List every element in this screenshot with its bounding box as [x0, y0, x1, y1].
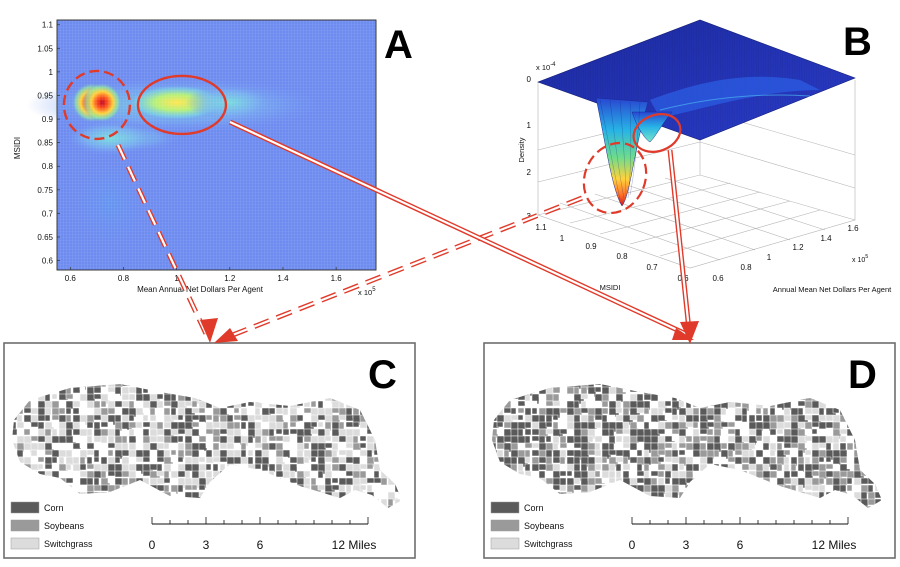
- heatmap-x-tick-label: 0.8: [118, 274, 130, 283]
- panel-letter-b: B: [843, 20, 872, 64]
- heatmap-y-tick-label: 0.8: [42, 162, 54, 171]
- panel-letter-a: A: [384, 23, 413, 67]
- heatmap-y-tick-label: 1: [49, 68, 54, 77]
- panel-letter-c: C: [368, 353, 397, 397]
- scale-label: 6: [737, 538, 744, 552]
- heatmap-x-tick-label: 1.4: [277, 274, 289, 283]
- legend-swatch: [10, 501, 40, 514]
- scale-label: 6: [257, 538, 264, 552]
- surface-z-tick-label: 0: [527, 75, 532, 84]
- heatmap-mesh: [57, 20, 376, 270]
- heatmap-y-tick-label: 1.1: [42, 21, 54, 30]
- scale-label: 12 Miles: [812, 538, 857, 552]
- heatmap-x-tick-label: 1.2: [224, 274, 236, 283]
- heatmap-y-tick-label: 0.9: [42, 115, 54, 124]
- panel-c: C Corn Soybeans Switchgrass 0 3 6 12 Miles: [3, 342, 416, 559]
- heatmap-highlights: [62, 69, 228, 141]
- panel-letter-d: D: [848, 353, 877, 397]
- surface-x-tick-label: 0.6: [712, 274, 724, 283]
- heatmap-y-tick-label: 0.6: [42, 257, 54, 266]
- surface-highlight-dashed: [582, 141, 648, 215]
- heatmap-y-axis-label: MSIDI: [13, 137, 22, 159]
- legend-label: Switchgrass: [44, 539, 93, 549]
- surface-x-axis-label: Annual Mean Net Dollars Per Agent: [773, 285, 892, 294]
- legend-swatch: [490, 537, 520, 550]
- surface-y-tick-label: 0.8: [616, 252, 628, 261]
- legend-label: Corn: [524, 503, 544, 513]
- scale-label: 3: [683, 538, 690, 552]
- surface-z-axis-label: Density: [517, 137, 526, 162]
- surface-z-exponent: x 10-4: [536, 62, 556, 72]
- surface-x-tick-label: 1.4: [820, 234, 832, 243]
- map-d-legend: Corn Soybeans Switchgrass: [490, 501, 573, 550]
- legend-swatch: [490, 501, 520, 514]
- heatmap-highlight-solid: [136, 74, 228, 136]
- surface-z-tick-label: 2: [527, 168, 532, 177]
- surface-x-tick-label: 1: [767, 253, 772, 262]
- surface-y-tick-label: 1.1: [535, 223, 547, 232]
- heatmap-y-tick-label: 0.7: [42, 209, 54, 218]
- scale-label: 0: [149, 538, 156, 552]
- surface-y-axis-label: MSIDI: [600, 283, 621, 292]
- surface-peak-main: [595, 97, 649, 207]
- scale-label: 3: [203, 538, 210, 552]
- map-d-scale-bar: 0 3 6 12 Miles: [629, 517, 857, 552]
- surface-x-exponent: x 105: [852, 254, 868, 264]
- surface-x-tick-label: 1.2: [792, 243, 804, 252]
- heatmap-y-tick-label: 0.65: [37, 233, 53, 242]
- heatmap-x-axis-label: Mean Annual Net Dollars Per Agent: [137, 285, 264, 294]
- panel-a: 0.6 0.8 1 1.2 1.4 1.6 0.6 0.65 0.7 0.75 0.8 0.85 0.9…: [13, 19, 413, 297]
- surface-y-tick-label: 1: [560, 234, 565, 243]
- surface-highlight-solid: [632, 113, 682, 153]
- scale-label: 0: [629, 538, 636, 552]
- panel-d: D Corn Soybeans Switchgrass 0 3 6 12 Miles: [483, 342, 896, 559]
- legend-swatch: [10, 519, 40, 532]
- map-c-legend: Corn Soybeans Switchgrass: [10, 501, 93, 550]
- legend-label: Soybeans: [44, 521, 85, 531]
- heatmap-x-tick-label: 1.6: [331, 274, 343, 283]
- heatmap-axis-ticks: 0.6 0.8 1 1.2 1.4 1.6 0.6 0.65 0.7 0.75 0.8 0.85 0.9…: [37, 21, 342, 283]
- scale-label: 12 Miles: [332, 538, 377, 552]
- legend-label: Switchgrass: [524, 539, 573, 549]
- heatmap-y-tick-label: 0.75: [37, 186, 53, 195]
- surface-x-tick-label: 1.6: [847, 224, 859, 233]
- heatmap-x-exponent: x 105: [358, 287, 376, 297]
- heatmap-x-tick-label: 0.6: [65, 274, 77, 283]
- surface-y-tick-label: 0.7: [646, 263, 658, 272]
- surface-y-tick-label: 0.9: [585, 242, 597, 251]
- legend-swatch: [490, 519, 520, 532]
- surface-x-tick-label: 0.8: [740, 263, 752, 272]
- legend-label: Corn: [44, 503, 64, 513]
- heatmap-y-tick-label: 0.95: [37, 91, 53, 100]
- heatmap-highlight-dashed: [62, 69, 132, 141]
- heatmap-x-tick-label: 1: [174, 274, 179, 283]
- annotation-arrows: [115, 119, 699, 344]
- legend-label: Soybeans: [524, 521, 565, 531]
- heatmap-y-tick-label: 1.05: [37, 44, 53, 53]
- surface-z-tick-label: 1: [527, 121, 532, 130]
- heatmap-y-tick-label: 0.85: [37, 139, 53, 148]
- map-c-scale-bar: 0 3 6 12 Miles: [149, 517, 377, 552]
- legend-swatch: [10, 537, 40, 550]
